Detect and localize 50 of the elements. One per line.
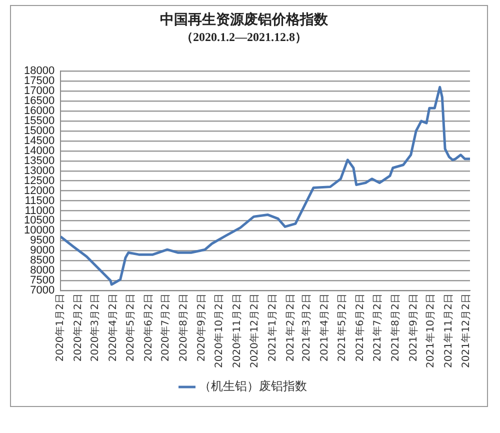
- x-tick-label: 2021年11月2日: [442, 293, 455, 368]
- y-tick-label: 8500: [30, 254, 55, 267]
- y-tick-label: 14500: [24, 134, 55, 147]
- x-tick-label: 2021年8月2日: [389, 293, 402, 362]
- x-tick-label: 2021年1月2日: [266, 293, 278, 362]
- y-tick-label: 14000: [24, 144, 55, 157]
- y-tick-label: 17500: [24, 75, 55, 88]
- y-tick-label: 9500: [30, 234, 55, 247]
- x-tick-label: 2021年5月2日: [336, 293, 348, 362]
- x-tick-label: 2021年3月2日: [300, 293, 313, 362]
- y-tick-label: 8000: [30, 264, 55, 277]
- x-tick-label: 2021年4月2日: [318, 293, 331, 362]
- y-tick-label: 13500: [24, 154, 55, 167]
- y-tick-label: 16000: [24, 105, 55, 118]
- x-tick-label: 2021年6月2日: [354, 293, 366, 362]
- x-tick-label: 2021年12月2日: [460, 293, 472, 368]
- y-tick-label: 16500: [24, 95, 55, 108]
- x-tick-label: 2020年5月2日: [124, 293, 136, 362]
- y-tick-label: 7000: [30, 284, 55, 296]
- legend-label: （机生铝）废铝指数: [199, 379, 307, 394]
- y-tick-label: 12000: [24, 184, 55, 197]
- x-tick-label: 2020年9月2日: [196, 293, 208, 362]
- x-tick-label: 2020年4月2日: [106, 293, 119, 362]
- x-tick-label: 2021年7月2日: [371, 293, 384, 362]
- x-tick-label: 2020年11月2日: [231, 293, 244, 368]
- x-tick-label: 2020年12月2日: [248, 293, 260, 368]
- x-tick-label: 2020年7月2日: [160, 293, 172, 362]
- x-tick-label: 2021年10月2日: [424, 293, 437, 368]
- y-tick-label: 10000: [24, 224, 55, 237]
- x-tick-label: 2020年6月2日: [142, 293, 154, 362]
- x-tick-label: 2020年10月2日: [213, 293, 226, 368]
- x-tick-label: 2020年3月2日: [88, 293, 101, 362]
- y-tick-label: 12500: [24, 174, 55, 187]
- y-tick-label: 11000: [24, 204, 55, 217]
- x-tick-label: 2021年9月2日: [407, 293, 420, 362]
- y-tick-label: 17000: [24, 85, 55, 98]
- x-tick-label: 2020年1月2日: [54, 293, 66, 362]
- y-tick-label: 13000: [24, 164, 55, 177]
- chart-subtitle: （2020.1.2—2021.12.8）: [181, 30, 307, 44]
- chart-title: 中国再生资源废铝价格指数: [160, 11, 329, 28]
- x-tick-label: 2021年2月2日: [284, 293, 296, 362]
- y-tick-label: 18000: [24, 65, 55, 78]
- y-tick-label: 15000: [24, 125, 55, 138]
- y-tick-label: 10500: [24, 214, 55, 227]
- y-tick-label: 7500: [30, 274, 55, 287]
- x-tick-label: 2020年2月2日: [72, 293, 84, 362]
- x-tick-label: 2020年8月2日: [178, 293, 190, 362]
- y-tick-label: 9000: [30, 244, 55, 257]
- y-tick-label: 11500: [24, 194, 55, 207]
- y-tick-label: 15500: [24, 115, 55, 128]
